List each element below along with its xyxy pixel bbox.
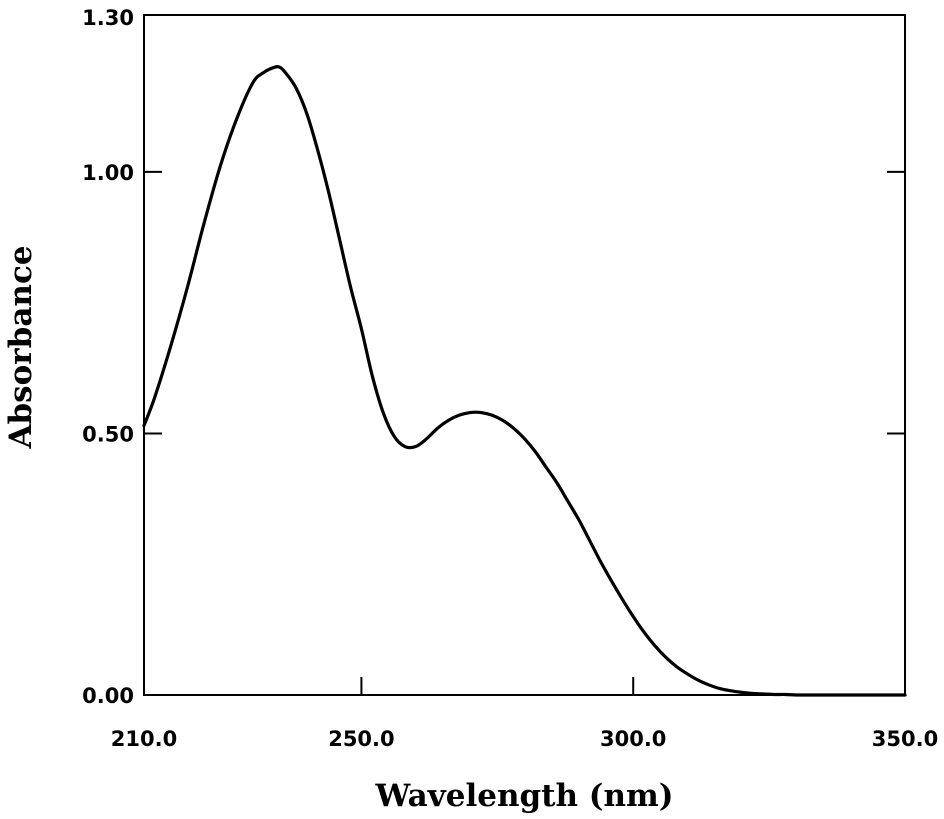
tick-labels-layer: 210.0 250.0 300.0 350.0 0.00 0.50 1.00 1.30 bbox=[82, 6, 938, 751]
x-tick-label: 210.0 bbox=[111, 727, 177, 751]
y-tick-label: 0.50 bbox=[82, 422, 134, 446]
absorbance-curve bbox=[142, 65, 907, 697]
x-tick-label: 300.0 bbox=[600, 727, 666, 751]
x-tick-label: 350.0 bbox=[872, 727, 938, 751]
x-tick-label: 250.0 bbox=[328, 727, 394, 751]
ticks-layer bbox=[144, 170, 905, 695]
y-tick-label: 1.00 bbox=[82, 161, 134, 185]
y-tick-label: 0.00 bbox=[82, 684, 134, 708]
x-axis-title: Wavelength (nm) bbox=[375, 778, 674, 814]
plot-frame bbox=[143, 14, 906, 696]
y-tick-label: 1.30 bbox=[82, 6, 134, 30]
y-axis-title: Absorbance bbox=[3, 245, 39, 449]
